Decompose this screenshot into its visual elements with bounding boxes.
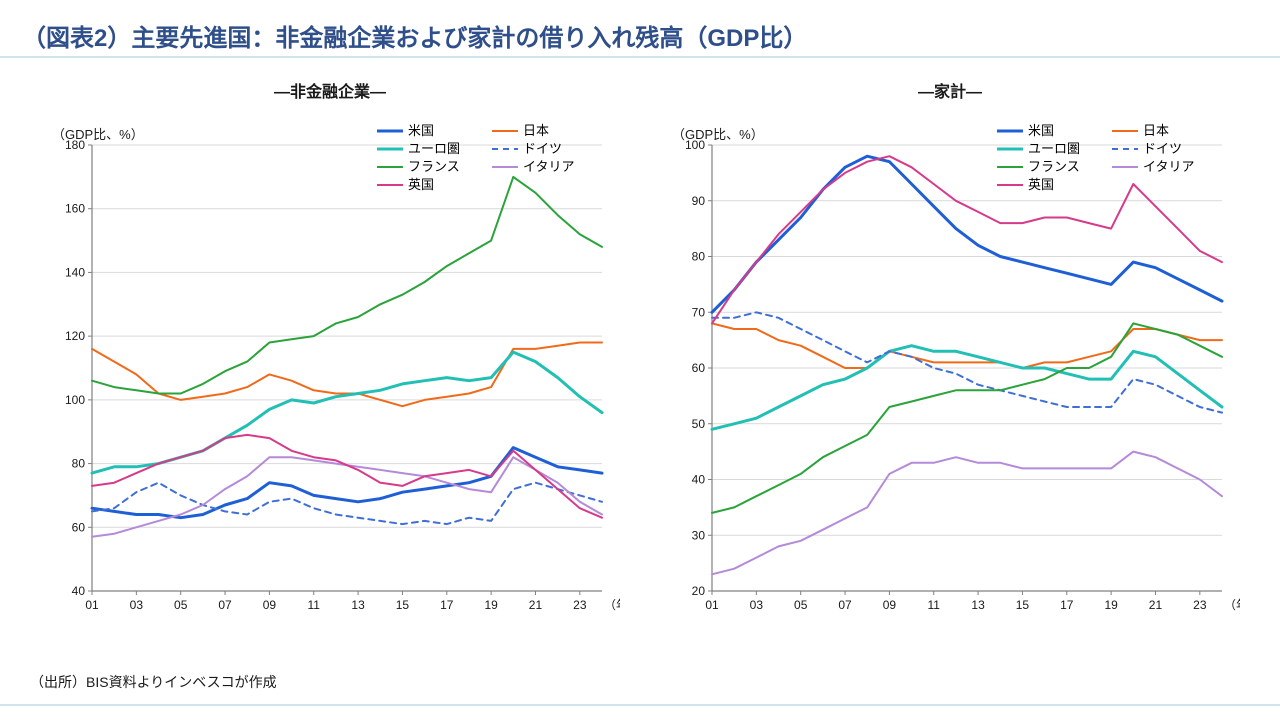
x-tick-label: 17	[1060, 598, 1074, 612]
x-tick-label: 03	[130, 598, 144, 612]
top-divider	[0, 56, 1280, 58]
legend-label-jp: 日本	[523, 123, 549, 138]
y-tick-label: 60	[692, 361, 706, 375]
y-tick-label: 80	[72, 457, 86, 471]
x-tick-label: 09	[263, 598, 277, 612]
y-tick-label: 100	[65, 393, 85, 407]
x-tick-label: 19	[1104, 598, 1118, 612]
y-tick-label: 30	[692, 528, 706, 542]
y-tick-label: 50	[692, 417, 706, 431]
legend-label-uk: 英国	[1028, 177, 1054, 192]
chart-left: 4060801001201401601800103050709111315171…	[40, 106, 620, 642]
legend-label-euro: ユーロ圏	[408, 141, 460, 156]
x-tick-label: 09	[883, 598, 897, 612]
panel-left: —非金融企業— 40608010012014016018001030507091…	[40, 72, 620, 642]
legend-label-euro: ユーロ圏	[1028, 141, 1080, 156]
source-note: （出所）BIS資料よりインベスコが作成	[30, 672, 277, 692]
plot-background	[40, 119, 620, 629]
y-tick-label: 80	[692, 250, 706, 264]
y-tick-label: 90	[692, 194, 706, 208]
legend-label-fr: フランス	[1028, 159, 1080, 174]
x-tick-label: 07	[218, 598, 232, 612]
bottom-divider	[0, 704, 1280, 706]
x-tick-label: 07	[838, 598, 852, 612]
page: （図表2）主要先進国：非金融企業および家計の借り入れ残高（GDP比） —非金融企…	[0, 0, 1280, 720]
x-tick-label: 19	[484, 598, 498, 612]
y-tick-label: 40	[72, 584, 86, 598]
y-axis-label: （GDP比、%）	[52, 127, 144, 142]
legend-label-us: 米国	[408, 123, 434, 138]
x-tick-label: 01	[85, 598, 99, 612]
x-tick-label: 21	[1149, 598, 1163, 612]
legend-label-de: ドイツ	[1143, 141, 1182, 156]
legend-label-it: イタリア	[1143, 159, 1194, 174]
x-tick-label: 13	[971, 598, 985, 612]
chart-main-title: （図表2）主要先進国：非金融企業および家計の借り入れ残高（GDP比）	[22, 18, 807, 53]
legend-label-uk: 英国	[408, 177, 434, 192]
x-tick-label: 23	[573, 598, 587, 612]
y-tick-label: 40	[692, 473, 706, 487]
y-axis-label: （GDP比、%）	[672, 127, 764, 142]
y-tick-label: 120	[65, 329, 85, 343]
panel-right-subtitle: —家計—	[660, 78, 1240, 102]
panel-left-subtitle: —非金融企業—	[40, 78, 620, 102]
x-axis-suffix: （年）	[604, 598, 620, 612]
y-tick-label: 20	[692, 584, 706, 598]
x-tick-label: 15	[396, 598, 410, 612]
x-tick-label: 17	[440, 598, 454, 612]
x-tick-label: 11	[308, 598, 321, 612]
chart-right: 2030405060708090100010305070911131517192…	[660, 106, 1240, 642]
y-tick-label: 140	[65, 265, 85, 279]
x-tick-label: 05	[794, 598, 808, 612]
x-tick-label: 21	[529, 598, 543, 612]
legend-label-it: イタリア	[523, 159, 574, 174]
x-tick-label: 13	[351, 598, 365, 612]
legend-label-jp: 日本	[1143, 123, 1169, 138]
x-tick-label: 15	[1016, 598, 1030, 612]
panel-right: —家計— 20304050607080901000103050709111315…	[660, 72, 1240, 642]
y-tick-label: 160	[65, 202, 85, 216]
legend-label-us: 米国	[1028, 123, 1054, 138]
x-tick-label: 03	[750, 598, 764, 612]
legend-label-de: ドイツ	[523, 141, 562, 156]
y-tick-label: 60	[72, 520, 86, 534]
x-tick-label: 11	[928, 598, 941, 612]
y-tick-label: 70	[692, 305, 706, 319]
x-tick-label: 01	[705, 598, 719, 612]
panels-row: —非金融企業— 40608010012014016018001030507091…	[40, 72, 1240, 642]
x-tick-label: 23	[1193, 598, 1207, 612]
x-tick-label: 05	[174, 598, 188, 612]
x-axis-suffix: （年）	[1224, 598, 1240, 612]
legend-label-fr: フランス	[408, 159, 460, 174]
